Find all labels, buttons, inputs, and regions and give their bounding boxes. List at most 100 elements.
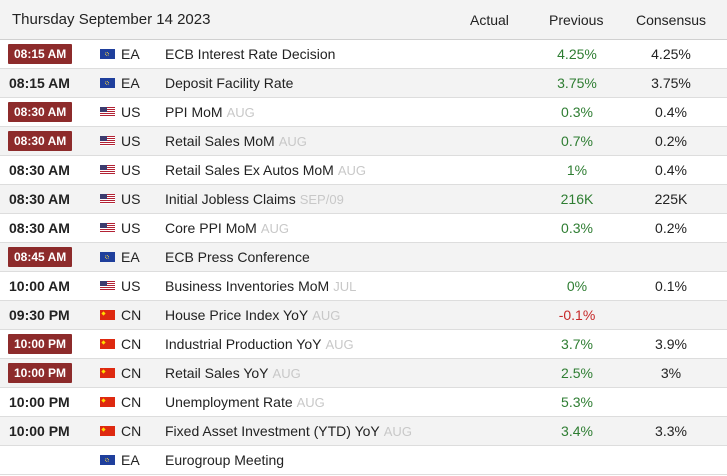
country-code: CN [121, 423, 142, 439]
event-name[interactable]: Industrial Production YoY [165, 336, 322, 352]
event-time: 10:00 AM [9, 278, 70, 294]
previous-value: 0.7% [561, 133, 593, 149]
calendar-row[interactable]: 08:30 AM US Retail Sales Ex Autos MoM AUG 1%… [0, 156, 727, 185]
event-cell[interactable]: Eurogroup Meeting [165, 446, 288, 475]
event-cell[interactable]: Retail Sales Ex Autos MoM AUG [165, 156, 366, 185]
event-time-badge: 08:30 AM [8, 102, 73, 122]
event-cell[interactable]: Fixed Asset Investment (YTD) YoY AUG [165, 417, 412, 446]
us-flag-icon [100, 136, 115, 146]
event-cell[interactable]: Initial Jobless Claims SEP/09 [165, 185, 344, 214]
calendar-row[interactable]: 08:30 AM US Core PPI MoM AUG 0.3% 0.2% [0, 214, 727, 243]
event-cell[interactable]: Retail Sales YoY AUG [165, 359, 301, 388]
consensus-value: 3.9% [655, 336, 687, 352]
calendar-row[interactable]: 10:00 PM CN Unemployment Rate AUG 5.3% [0, 388, 727, 417]
previous-value: 3.75% [557, 75, 597, 91]
event-time: 09:30 PM [9, 307, 70, 323]
event-time-badge: 08:15 AM [8, 44, 73, 64]
consensus-column-header[interactable]: Consensus [636, 12, 707, 28]
event-cell[interactable]: PPI MoM AUG [165, 98, 255, 127]
calendar-row[interactable]: 08:15 AM EA Deposit Facility Rate 3.75% 3.75… [0, 69, 727, 98]
event-period: AUG [260, 221, 289, 236]
event-name[interactable]: Retail Sales Ex Autos MoM [165, 162, 334, 178]
event-time: 08:15 AM [9, 75, 70, 91]
event-name[interactable]: Business Inventories MoM [165, 278, 330, 294]
previous-column-header[interactable]: Previous [549, 12, 604, 28]
country-code: US [121, 133, 141, 149]
calendar-row[interactable]: 10:00 PM CN Industrial Production YoY AUG 3.… [0, 330, 727, 359]
us-flag-icon [100, 165, 115, 175]
event-cell[interactable]: House Price Index YoY AUG [165, 301, 340, 330]
calendar-row[interactable]: 10:00 PM CN Fixed Asset Investment (YTD) Y… [0, 417, 727, 446]
event-time-badge: 08:30 AM [8, 131, 73, 151]
event-cell[interactable]: Unemployment Rate AUG [165, 388, 325, 417]
event-name[interactable]: Deposit Facility Rate [165, 75, 294, 91]
event-name[interactable]: ECB Interest Rate Decision [165, 46, 336, 62]
eu-flag-icon [100, 455, 115, 465]
previous-value: 3.4% [561, 423, 593, 439]
calendar-header: Thursday September 14 2023 Actual Previo… [0, 0, 727, 40]
country-code: EA [121, 452, 140, 468]
calendar-row[interactable]: 08:45 AM EA ECB Press Conference [0, 243, 727, 272]
previous-value: -0.1% [558, 307, 596, 323]
cn-flag-icon [100, 426, 115, 436]
country-code: US [121, 162, 141, 178]
country-code: EA [121, 75, 140, 91]
calendar-row[interactable]: 09:30 PM CN House Price Index YoY AUG -0.1% [0, 301, 727, 330]
event-name[interactable]: Retail Sales YoY [165, 365, 269, 381]
cn-flag-icon [100, 339, 115, 349]
calendar-row[interactable]: 08:30 AM US PPI MoM AUG 0.3% 0.4% [0, 98, 727, 127]
event-period: AUG [278, 134, 307, 149]
event-time: 10:00 PM [9, 423, 70, 439]
consensus-value: 0.1% [655, 278, 687, 294]
consensus-value: 4.25% [651, 46, 691, 62]
cn-flag-icon [100, 368, 115, 378]
event-name[interactable]: House Price Index YoY [165, 307, 309, 323]
calendar-row[interactable]: 08:15 AM EA ECB Interest Rate Decision 4.25… [0, 40, 727, 69]
event-name[interactable]: Unemployment Rate [165, 394, 293, 410]
event-period: AUG [312, 308, 341, 323]
country-code: US [121, 220, 141, 236]
event-cell[interactable]: ECB Interest Rate Decision [165, 40, 339, 69]
us-flag-icon [100, 281, 115, 291]
consensus-value: 0.2% [655, 220, 687, 236]
calendar-rows: 08:15 AM EA ECB Interest Rate Decision 4.25… [0, 40, 727, 475]
event-cell[interactable]: Retail Sales MoM AUG [165, 127, 307, 156]
consensus-value: 225K [654, 191, 688, 207]
country-code: US [121, 104, 141, 120]
event-cell[interactable]: Business Inventories MoM JUL [165, 272, 356, 301]
event-cell[interactable]: ECB Press Conference [165, 243, 314, 272]
country-code: US [121, 278, 141, 294]
event-time: 08:30 AM [9, 220, 70, 236]
calendar-row[interactable]: 08:30 AM US Initial Jobless Claims SEP/09 21… [0, 185, 727, 214]
cn-flag-icon [100, 397, 115, 407]
consensus-value: 3% [660, 365, 682, 381]
eu-flag-icon [100, 252, 115, 262]
event-time: 08:30 AM [9, 162, 70, 178]
event-name[interactable]: PPI MoM [165, 104, 223, 120]
event-name[interactable]: Fixed Asset Investment (YTD) YoY [165, 423, 380, 439]
calendar-row[interactable]: EA Eurogroup Meeting [0, 446, 727, 475]
event-cell[interactable]: Deposit Facility Rate [165, 69, 297, 98]
actual-column-header[interactable]: Actual [470, 12, 509, 28]
event-cell[interactable]: Industrial Production YoY AUG [165, 330, 354, 359]
event-cell[interactable]: Core PPI MoM AUG [165, 214, 289, 243]
event-time: 08:30 AM [9, 191, 70, 207]
previous-value: 3.7% [561, 336, 593, 352]
event-name[interactable]: Initial Jobless Claims [165, 191, 296, 207]
consensus-value: 0.2% [655, 133, 687, 149]
calendar-row[interactable]: 08:30 AM US Retail Sales MoM AUG 0.7% 0.2% [0, 127, 727, 156]
calendar-date: Thursday September 14 2023 [12, 11, 211, 28]
cn-flag-icon [100, 310, 115, 320]
calendar-row[interactable]: 10:00 AM US Business Inventories MoM JUL 0% 0… [0, 272, 727, 301]
previous-value: 0.3% [561, 104, 593, 120]
country-code: EA [121, 46, 140, 62]
event-name[interactable]: ECB Press Conference [165, 249, 310, 265]
consensus-value: 0.4% [655, 162, 687, 178]
consensus-value: 3.3% [655, 423, 687, 439]
event-name[interactable]: Eurogroup Meeting [165, 452, 285, 468]
event-name[interactable]: Retail Sales MoM [165, 133, 275, 149]
event-name[interactable]: Core PPI MoM [165, 220, 257, 236]
calendar-row[interactable]: 10:00 PM CN Retail Sales YoY AUG 2.5% 3% [0, 359, 727, 388]
us-flag-icon [100, 223, 115, 233]
